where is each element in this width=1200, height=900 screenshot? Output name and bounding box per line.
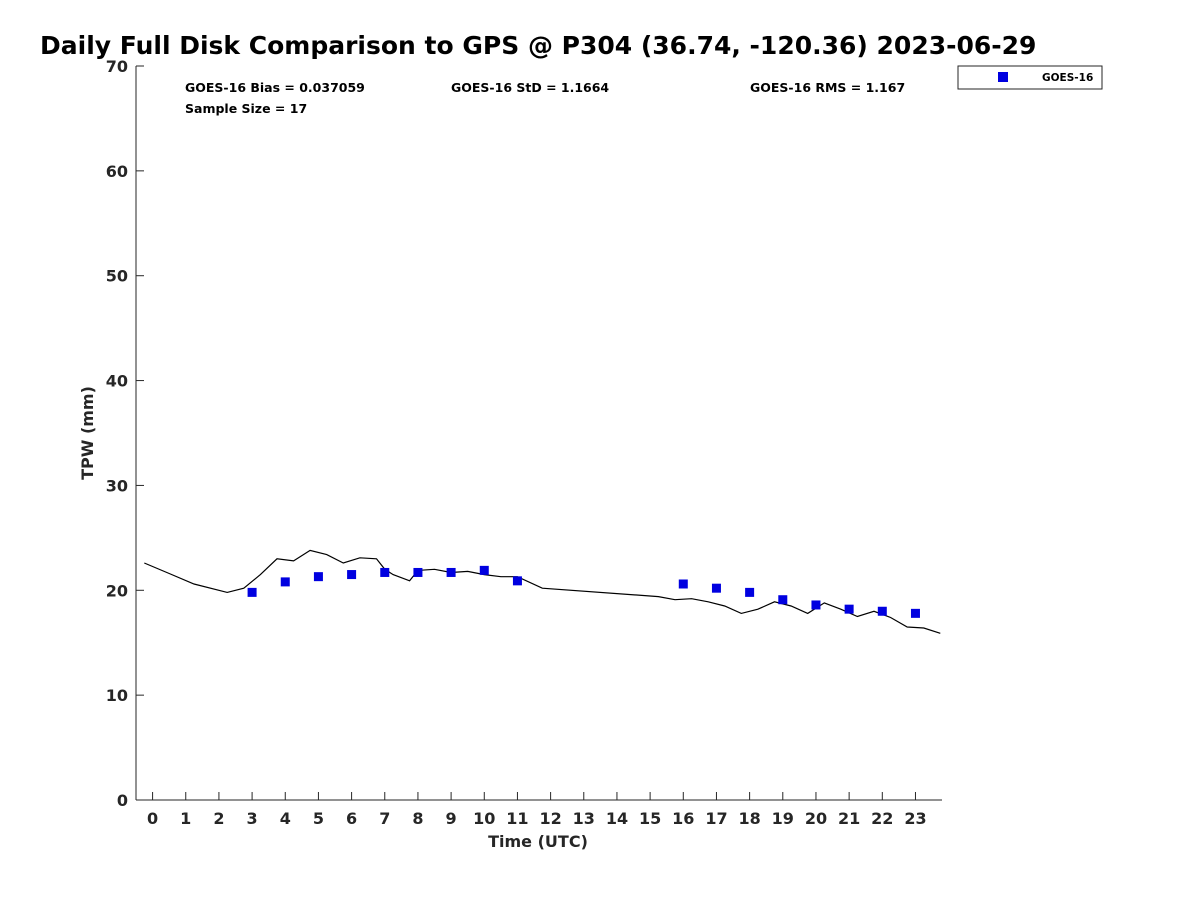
x-tick-label: 12 <box>539 809 561 828</box>
goes16-data-point <box>512 576 522 586</box>
y-axis: 0 10 20 30 40 50 60 70 <box>106 57 144 810</box>
goes16-data-point <box>413 567 423 577</box>
goes16-data-point <box>877 606 887 616</box>
x-tick-label: 15 <box>639 809 661 828</box>
goes16-data-point <box>380 567 390 577</box>
goes16-data-point <box>811 600 821 610</box>
goes16-data-point <box>446 567 456 577</box>
x-tick-label: 8 <box>412 809 423 828</box>
x-tick-label: 19 <box>772 809 794 828</box>
x-tick-label: 18 <box>738 809 760 828</box>
gps-tpw-line <box>144 549 941 634</box>
x-tick-label: 21 <box>838 809 860 828</box>
y-tick-label: 30 <box>106 476 128 495</box>
goes16-data-point <box>844 604 854 614</box>
x-axis-label: Time (UTC) <box>488 832 588 851</box>
goes16-data-point <box>280 577 290 587</box>
goes16-data-point <box>347 570 357 580</box>
x-tick-label: 10 <box>473 809 495 828</box>
y-tick-label: 10 <box>106 686 128 705</box>
plot-frame <box>135 66 942 801</box>
x-tick-label: 5 <box>313 809 324 828</box>
goes16-data-point <box>711 583 721 593</box>
x-tick-label: 7 <box>379 809 390 828</box>
x-tick-label: 2 <box>213 809 224 828</box>
goes16-data-point <box>745 587 755 597</box>
chart-title: Daily Full Disk Comparison to GPS @ P304… <box>40 31 1036 60</box>
legend-marker-square <box>998 72 1008 82</box>
x-tick-label: 14 <box>606 809 628 828</box>
goes16-data-point <box>910 608 920 618</box>
series-layer <box>144 549 941 634</box>
x-tick-label: 11 <box>506 809 528 828</box>
y-tick-label: 20 <box>106 581 128 600</box>
rms-stat: GOES-16 RMS = 1.167 <box>750 80 905 95</box>
x-tick-label: 6 <box>346 809 357 828</box>
x-axis: 0 1 2 3 4 5 6 7 8 9 10 11 12 13 14 15 16 17 18 19 20 21 22 23 <box>147 792 927 828</box>
goes16-data-point <box>479 565 489 575</box>
y-axis-label: TPW (mm) <box>78 386 97 480</box>
x-tick-label: 1 <box>180 809 191 828</box>
x-tick-label: 16 <box>672 809 694 828</box>
legend-box <box>957 65 1103 90</box>
std-stat: GOES-16 StD = 1.1664 <box>451 80 609 95</box>
y-tick-label: 40 <box>106 372 128 391</box>
x-tick-label: 20 <box>805 809 827 828</box>
y-tick-label: 0 <box>117 791 128 810</box>
x-tick-label: 17 <box>705 809 727 828</box>
x-tick-label: 9 <box>446 809 457 828</box>
y-tick-label: 60 <box>106 162 128 181</box>
x-tick-label: 4 <box>280 809 291 828</box>
legend-label: GOES-16 <box>1042 72 1093 84</box>
x-tick-label: 0 <box>147 809 158 828</box>
legend: GOES-16 <box>957 65 1103 90</box>
sample-size-stat: Sample Size = 17 <box>185 101 307 116</box>
goes16-data-point <box>247 587 257 597</box>
x-tick-label: 23 <box>904 809 926 828</box>
goes16-data-point <box>778 595 788 605</box>
goes16-data-point <box>678 579 688 589</box>
y-tick-label: 50 <box>106 267 128 286</box>
bias-stat: GOES-16 Bias = 0.037059 <box>185 80 365 95</box>
y-tick-label: 70 <box>106 57 128 76</box>
goes16-data-point <box>313 572 323 582</box>
x-tick-label: 22 <box>871 809 893 828</box>
x-tick-label: 3 <box>247 809 258 828</box>
x-tick-label: 13 <box>573 809 595 828</box>
